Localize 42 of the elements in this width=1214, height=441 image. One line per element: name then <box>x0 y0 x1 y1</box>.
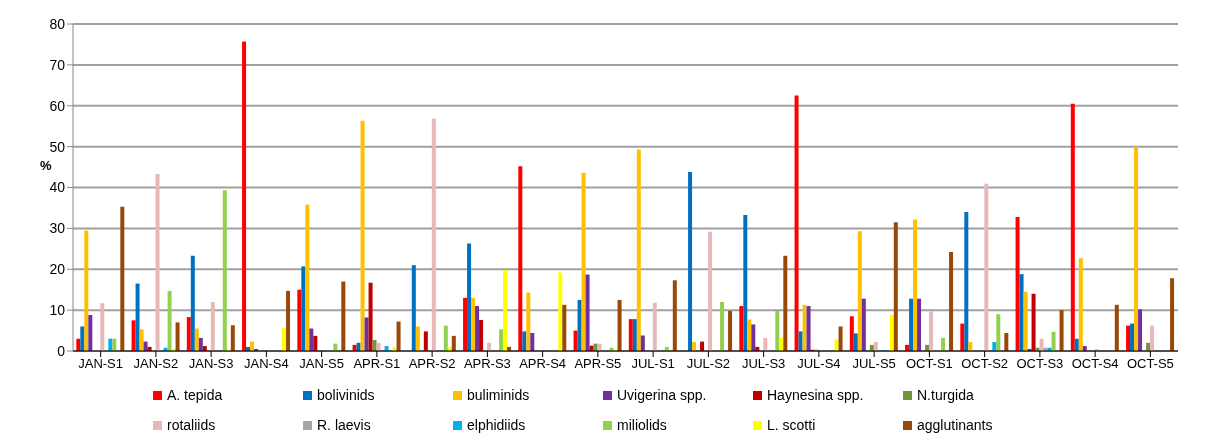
legend-label: elphidiids <box>467 417 526 433</box>
legend-label: L. scotti <box>767 417 816 433</box>
legend-label: Haynesina spp. <box>767 387 864 403</box>
x-tick-label: OCT-S2 <box>961 356 1009 372</box>
y-axis-title: % <box>40 158 52 173</box>
legend-label: agglutinants <box>917 417 993 433</box>
legend-label: bolivinids <box>317 387 375 403</box>
x-tick-label: JUL-S3 <box>741 356 786 372</box>
x-tick-label: OCT-S1 <box>905 356 953 372</box>
legend-label: R. laevis <box>317 417 371 433</box>
x-tick-label: JUL-S2 <box>686 356 731 372</box>
x-tick-label: OCT-S4 <box>1071 356 1119 372</box>
y-tick-label: 70 <box>49 56 66 73</box>
x-tick-label: APR-S5 <box>574 356 622 372</box>
x-tick-label: JAN-S5 <box>299 356 345 372</box>
x-tick-label: JAN-S4 <box>243 356 289 372</box>
y-tick-label: 40 <box>49 179 66 196</box>
x-tick-label: APR-S3 <box>463 356 511 372</box>
legend-label: buliminids <box>467 387 530 403</box>
y-tick-label: 0 <box>57 342 66 359</box>
x-tick-label: JUL-S4 <box>797 356 841 372</box>
legend-label: A. tepida <box>167 387 223 403</box>
x-tick-label: APR-S4 <box>519 356 567 372</box>
x-tick-label: JUL-S1 <box>631 356 675 372</box>
x-tick-label: APR-S2 <box>408 356 456 372</box>
y-tick-label: 60 <box>49 97 66 114</box>
legend-label: miliolids <box>617 417 667 433</box>
legend-label: N.turgida <box>917 387 974 403</box>
x-tick-label: JUL-S5 <box>852 356 896 372</box>
x-tick-label: OCT-S3 <box>1016 356 1064 372</box>
x-tick-label: JAN-S3 <box>188 356 234 372</box>
x-tick-label: OCT-S5 <box>1126 356 1174 372</box>
y-tick-label: 50 <box>49 138 66 155</box>
x-tick-label: JAN-S2 <box>133 356 179 372</box>
x-tick-label: APR-S1 <box>353 356 401 372</box>
y-tick-label: 10 <box>49 302 66 319</box>
x-tick-label: JAN-S1 <box>78 356 124 372</box>
legend-label: Uvigerina spp. <box>617 387 707 403</box>
legend-label: rotaliids <box>167 417 216 433</box>
y-tick-label: 20 <box>49 261 66 278</box>
y-tick-label: 30 <box>49 220 66 237</box>
y-tick-label: 80 <box>49 15 66 32</box>
